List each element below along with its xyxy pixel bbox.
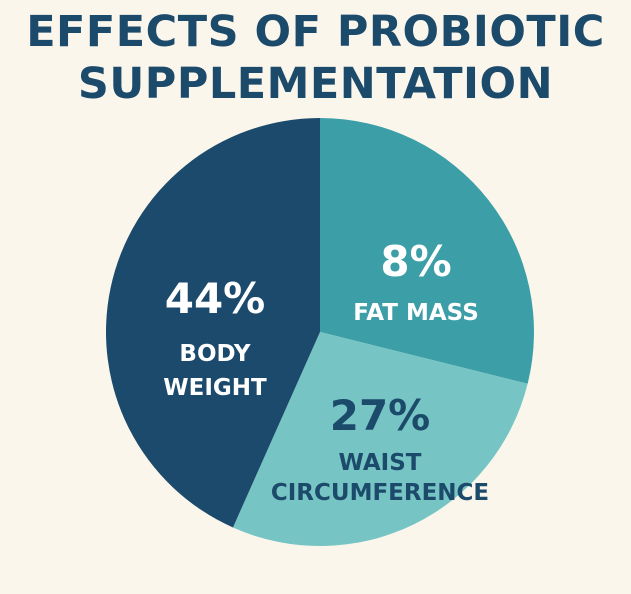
slice-category-label-3-line-2: WEIGHT bbox=[163, 375, 267, 401]
pie-slice-2 bbox=[232, 332, 528, 546]
chart-title: EFFECTS OF PROBIOTIC SUPPLEMENTATION bbox=[0, 6, 631, 110]
slice-category-label-2-line-1: WAIST bbox=[339, 450, 422, 476]
pie-slice-3 bbox=[105, 118, 321, 528]
chart-title-line-2: SUPPLEMENTATION bbox=[77, 59, 554, 109]
slice-category-label-3-line-1: BODY bbox=[179, 341, 251, 367]
chart-title-line-1: EFFECTS OF PROBIOTIC bbox=[26, 7, 605, 57]
slice-category-label-1-line-1: FAT MASS bbox=[353, 300, 479, 326]
pie-slice-1 bbox=[320, 118, 534, 384]
slice-value-label-3: 44% bbox=[165, 274, 266, 323]
slice-value-label-1: 8% bbox=[380, 237, 451, 286]
slice-category-label-2-line-2: CIRCUMFERENCE bbox=[271, 480, 489, 506]
slice-value-label-2: 27% bbox=[330, 391, 431, 440]
